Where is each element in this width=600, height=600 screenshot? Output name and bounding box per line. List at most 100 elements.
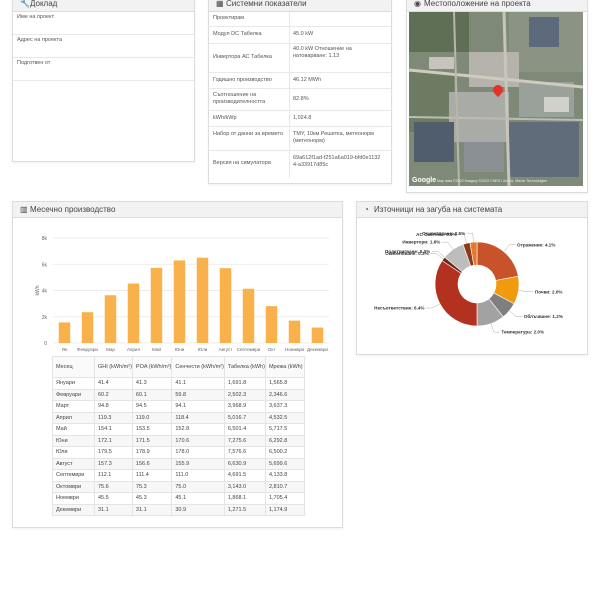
system-row-value: 69a612f1ad-f251a6a019-bfd0e11324-a33917d… [293, 155, 381, 168]
system-row-performance-ratio: Съотношение на производителността 82.8% [209, 89, 391, 111]
value-cell: 7,275.6 [223, 434, 266, 447]
system-row-label: kWh/kWp [213, 115, 237, 121]
value-cell: 45.1 [171, 492, 225, 505]
y-tick-label: 8k [42, 236, 48, 242]
slice-label: Подстригване: 0.0% [385, 249, 430, 254]
value-cell: 60.2 [94, 388, 133, 401]
value-cell: 30.9 [171, 503, 225, 516]
value-cell: 94.5 [131, 400, 173, 413]
table-row: Април 119.3 119.0 118.4 5,016.7 4,532.5 [52, 411, 305, 424]
value-cell: 6,292.8 [264, 434, 305, 447]
table-row: Септември 112.1 111.4 111.0 4,691.5 4,133.8 [52, 469, 305, 482]
project-location-panel: ◉ Местоположение на проекта Google Map da… [406, 0, 588, 193]
value-cell: 179.5 [94, 446, 133, 459]
value-cell: 1,705.4 [264, 492, 305, 505]
value-cell: 94.8 [94, 400, 133, 413]
bar [196, 257, 209, 343]
report-row-label: Име на проект [17, 14, 55, 20]
system-row-ac-nameplate: Инвертора АС Табелка 40.0 kW Отношение на… [209, 44, 391, 73]
satellite-map[interactable]: Google Map data ©2022 Imagery ©2022 CNES… [409, 12, 583, 186]
value-cell: 178.0 [171, 446, 225, 459]
month-cell: Април [52, 411, 95, 424]
month-cell: Октомври [52, 480, 95, 493]
report-row-label: Адрес на проекта [17, 37, 63, 43]
value-cell: 41.1 [171, 377, 225, 390]
month-cell: Юли [52, 446, 95, 459]
table-row: Март 94.8 94.5 94.1 3,968.9 3,637.3 [52, 400, 305, 413]
value-cell: 6,501.4 [223, 423, 266, 436]
x-tick-label: Юли [198, 347, 208, 352]
value-cell: 45.3 [131, 492, 173, 505]
column-header: POA (kWh/m²) [131, 356, 173, 378]
bar [265, 306, 278, 343]
system-losses-title: Източници на загуба на системата [374, 205, 503, 214]
value-cell: 75.6 [94, 480, 133, 493]
report-row-label: Подготвен от [17, 60, 51, 66]
y-tick-label: 6k [42, 262, 48, 268]
calculator-icon: ▦ [216, 0, 224, 8]
slice-leader-line [503, 244, 516, 252]
x-tick-label: Ян [62, 347, 68, 352]
table-row: Януари 41.4 41.3 41.1 1,691.8 1,565.8 [52, 377, 305, 390]
value-cell: 75.3 [131, 480, 173, 493]
slice-label: Температура: 2.0% [501, 330, 544, 335]
report-panel: 🔧Доклад Име на проект Адрес на проекта П… [12, 0, 195, 162]
table-header-row: Месец GHI (kWh/m²) POA (kWh/m²) Сенчести… [52, 356, 305, 378]
slice-leader-line [509, 310, 523, 317]
value-cell: 1,174.9 [264, 503, 305, 516]
column-header: Месец [52, 356, 95, 378]
pie-slice [469, 241, 478, 266]
system-row-kwh-kwp: kWh/kWp 1,024.8 [209, 111, 391, 127]
system-row-label: Проектирам [213, 15, 245, 21]
value-cell: 156.6 [131, 457, 173, 470]
value-cell: 119.0 [131, 411, 173, 424]
slice-label: Отражение: 4.1% [517, 242, 555, 247]
x-tick-label: Септември [237, 347, 261, 352]
value-cell: 2,502.3 [223, 388, 266, 401]
table-row: Октомври 75.6 75.3 75.0 3,143.0 2,810.7 [52, 480, 305, 493]
system-row-label: Модул DC Табелка [213, 31, 262, 37]
month-cell: Май [52, 423, 95, 436]
value-cell: 2,346.6 [264, 388, 305, 401]
system-metrics-title: Системни показатели [226, 0, 307, 8]
slice-leader-line [490, 323, 500, 333]
bar [150, 267, 163, 343]
pie-slice [476, 241, 519, 281]
pie-slice [434, 260, 478, 327]
y-axis-label: kWh [35, 285, 41, 295]
value-cell: 59.8 [171, 388, 225, 401]
value-cell: 4,691.5 [223, 469, 266, 482]
x-tick-label: Ноември [285, 347, 305, 352]
column-header: Сенчести (kWh/m²) [171, 356, 225, 378]
slice-label: Облъчване: 1.2% [524, 313, 563, 319]
map-attribution-logo: Google [412, 177, 437, 184]
slice-leader-line [431, 251, 445, 258]
value-cell: 3,143.0 [223, 480, 266, 493]
value-cell: 172.1 [94, 434, 133, 447]
slice-label: Инвертори: 1.6% [402, 240, 440, 245]
x-tick-label: Февруари [77, 347, 98, 352]
value-cell: 41.4 [94, 377, 133, 390]
value-cell: 170.6 [171, 434, 225, 447]
bar [311, 327, 324, 343]
system-row-label: Набор от данни за времето [213, 131, 284, 137]
bar [288, 320, 301, 343]
value-cell: 4,133.8 [264, 469, 305, 482]
value-cell: 3,968.9 [223, 400, 266, 413]
x-tick-label: Август [219, 347, 234, 352]
project-location-header: ◉ Местоположение на проекта [407, 0, 587, 12]
y-tick-label: 0 [44, 341, 47, 347]
bar [127, 283, 140, 343]
system-row-weather-dataset: Набор от данни за времето TMY, 10км Решет… [209, 127, 391, 151]
bar [104, 295, 117, 343]
value-cell: 31.1 [94, 503, 133, 516]
wrench-icon: 🔧 [20, 0, 30, 8]
table-row: Юли 179.5 178.9 178.0 7,576.6 6,500.2 [52, 446, 305, 459]
value-cell: 60.1 [131, 388, 173, 401]
month-cell: Февруари [52, 388, 95, 401]
pie-chart-icon: ◔ [364, 205, 369, 214]
y-tick-label: 4k [42, 289, 48, 295]
system-row-label: Съотношение на производителността [213, 92, 266, 105]
value-cell: 119.3 [94, 411, 133, 424]
system-row-annual-production: Годишно производство 46.12 MWh [209, 73, 391, 89]
